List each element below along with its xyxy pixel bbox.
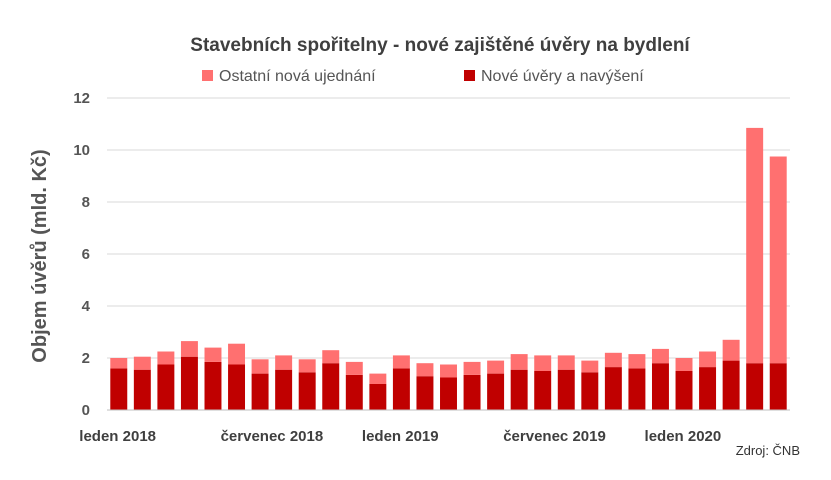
bar-segment-ostatni — [557, 355, 575, 370]
bar-segment-nove — [416, 376, 434, 410]
bar-segment-nove — [440, 377, 457, 410]
y-tick-label: 2 — [82, 350, 90, 367]
y-axis-ticks: 0 2 4 6 8 10 12 — [73, 90, 90, 419]
bar-segment-ostatni — [251, 359, 269, 374]
y-tick-label: 6 — [82, 246, 90, 263]
bar-segment-ostatni — [110, 358, 128, 369]
bar-segment-ostatni — [298, 359, 316, 373]
bars — [110, 127, 787, 410]
bar-segment-ostatni — [369, 373, 387, 384]
bar-segment-ostatni — [204, 347, 222, 362]
bar-segment-ostatni — [675, 358, 693, 371]
bar-segment-nove — [557, 369, 575, 410]
legend-swatch-ostatni — [202, 70, 213, 81]
bar-segment-ostatni — [275, 355, 293, 370]
bar-segment-nove — [251, 373, 269, 410]
y-tick-label: 10 — [73, 142, 90, 159]
bar-segment-nove — [298, 372, 316, 410]
bar-segment-ostatni — [416, 363, 434, 377]
bar-segment-ostatni — [345, 361, 363, 375]
bar-segment-ostatni — [722, 339, 740, 361]
bar-segment-nove — [110, 368, 128, 410]
bar-segment-nove — [675, 371, 693, 410]
x-tick-label: červenec 2018 — [221, 428, 324, 445]
x-tick-label: leden 2018 — [79, 428, 156, 445]
bar-segment-ostatni — [463, 361, 481, 375]
y-axis-label: Objem úvěrů (mld. Kč) — [29, 149, 51, 362]
bar-segment-ostatni — [322, 350, 340, 364]
x-tick-label: leden 2019 — [362, 428, 439, 445]
bar-segment-nove — [228, 364, 246, 410]
bar-segment-nove — [534, 371, 552, 410]
bar-segment-nove — [581, 372, 599, 410]
bar-segment-ostatni — [392, 355, 410, 369]
bar-segment-nove — [487, 373, 505, 410]
x-tick-label: červenec 2019 — [503, 428, 606, 445]
bar-segment-ostatni — [440, 364, 457, 378]
bar-segment-ostatni — [487, 360, 505, 374]
bar-segment-nove — [604, 367, 622, 410]
bar-segment-ostatni — [651, 348, 669, 364]
x-tick-label: leden 2020 — [645, 428, 722, 445]
bar-segment-nove — [204, 361, 222, 410]
bar-segment-ostatni — [228, 343, 246, 365]
bar-segment-ostatni — [180, 341, 198, 357]
bar-segment-nove — [392, 368, 410, 410]
bar-segment-nove — [769, 363, 787, 410]
source-note: Zdroj: ČNB — [736, 443, 800, 458]
bar-segment-ostatni — [604, 352, 622, 368]
bar-segment-nove — [699, 367, 717, 410]
legend-label-ostatni: Ostatní nová ujednání — [219, 68, 376, 85]
bar-segment-ostatni — [746, 127, 764, 364]
gridlines — [107, 97, 790, 359]
bar-segment-nove — [722, 360, 740, 410]
bar-segment-ostatni — [699, 351, 717, 368]
legend: Ostatní nová ujednání Nové úvěry a navýš… — [202, 68, 644, 85]
bar-segment-nove — [628, 368, 646, 410]
bar-segment-nove — [180, 356, 198, 410]
bar-segment-ostatni — [510, 354, 528, 370]
bar-segment-nove — [651, 363, 669, 410]
y-tick-label: 8 — [82, 194, 90, 211]
bar-segment-nove — [275, 369, 293, 410]
y-tick-label: 12 — [73, 90, 90, 107]
x-axis-ticks: leden 2018 červenec 2018 leden 2019 červene… — [79, 428, 721, 445]
bar-segment-nove — [746, 363, 764, 410]
legend-label-nove: Nové úvěry a navýšení — [481, 68, 644, 85]
bar-segment-nove — [510, 369, 528, 410]
bar-segment-ostatni — [581, 360, 599, 373]
bar-segment-ostatni — [769, 156, 787, 364]
bar-segment-nove — [369, 384, 387, 410]
bar-segment-ostatni — [628, 354, 646, 369]
bar-segment-ostatni — [157, 351, 175, 365]
bar-segment-ostatni — [133, 356, 151, 370]
legend-swatch-nove — [464, 70, 475, 81]
y-tick-label: 4 — [82, 298, 91, 315]
bar-segment-ostatni — [534, 355, 552, 371]
y-tick-label: 0 — [82, 402, 90, 419]
bar-segment-nove — [463, 374, 481, 410]
chart-title: Stavebních spořitelny - nové zajištěné ú… — [190, 35, 690, 56]
bar-segment-nove — [133, 369, 151, 410]
bar-segment-nove — [345, 374, 363, 410]
bar-segment-nove — [157, 364, 175, 410]
bar-segment-nove — [322, 363, 340, 410]
